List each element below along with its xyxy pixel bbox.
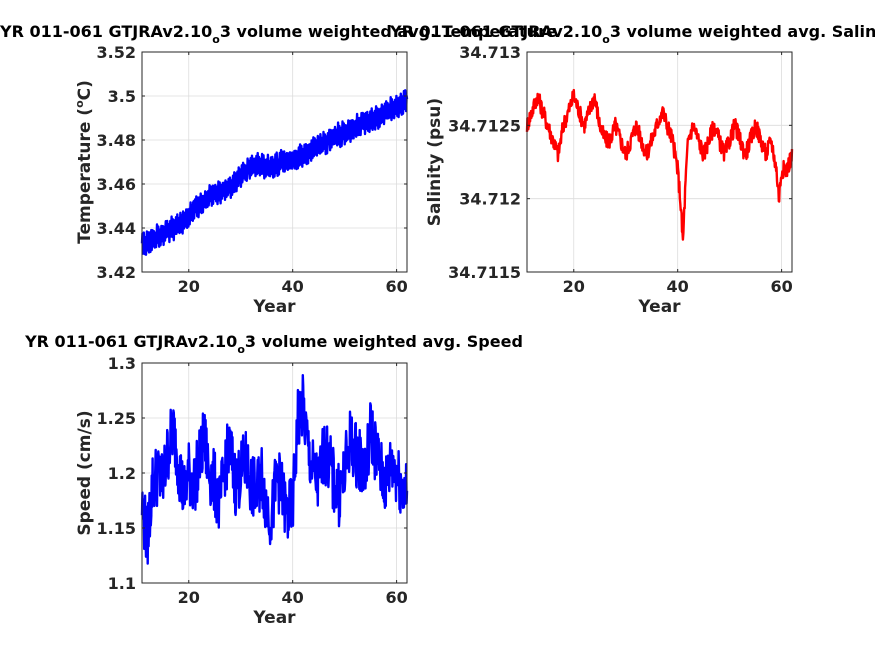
x-tick-label: 40 [282, 277, 304, 296]
plot-frame [141, 51, 408, 273]
series-line [140, 89, 409, 256]
y-tick-label: 3.48 [97, 131, 136, 150]
x-tick-label: 60 [385, 588, 407, 607]
y-tick-label: 34.7125 [448, 116, 521, 135]
chart-title: YR 011-061 GTJRAv2.10o3 volume weighted … [0, 22, 557, 46]
y-tick-label: 34.712 [459, 190, 521, 209]
plot-frame [526, 51, 793, 273]
y-tick-label: 1.15 [97, 519, 136, 538]
speed-chart: 20 40 60 1.1 1.15 1.2 1.25 1.3 Year Speed (cm/s) Y… [24, 332, 523, 628]
y-axis-label: Salinity (psu) [425, 98, 445, 226]
x-tick-label: 40 [282, 588, 304, 607]
y-tick-label: 1.25 [97, 409, 136, 428]
series-line [525, 88, 794, 241]
x-tick-label: 40 [667, 277, 689, 296]
x-axis-label: Year [252, 297, 296, 317]
plot-area [526, 51, 793, 273]
x-tick-label: 20 [178, 588, 200, 607]
y-tick-label: 3.44 [97, 219, 136, 238]
x-axis-label: Year [252, 608, 296, 628]
y-tick-label: 1.3 [108, 354, 136, 373]
y-axis-label: Temperature (oC) [73, 80, 95, 244]
y-tick-label: 34.7115 [448, 263, 521, 282]
chart-title: YR 011-061 GTJRAv2.10o3 volume weighted … [389, 22, 875, 46]
series-line [140, 374, 409, 565]
y-tick-label: 3.5 [108, 87, 136, 106]
temperature-chart: 20 40 60 3.42 3.44 3.46 3.48 3.5 3.52 Year Tempera… [0, 22, 557, 317]
y-tick-label: 3.42 [97, 263, 136, 282]
x-tick-label: 60 [385, 277, 407, 296]
x-tick-label: 20 [178, 277, 200, 296]
y-tick-label: 3.52 [97, 43, 136, 62]
y-tick-label: 1.2 [108, 464, 136, 483]
x-tick-label: 20 [563, 277, 585, 296]
y-tick-label: 3.46 [97, 175, 136, 194]
y-axis-label: Speed (cm/s) [75, 410, 95, 535]
chart-title: YR 011-061 GTJRAv2.10o3 volume weighted … [24, 332, 523, 356]
salinity-chart: 20 40 60 34.7115 34.712 34.7125 34.713 Year Sali… [389, 22, 875, 317]
x-tick-label: 60 [770, 277, 792, 296]
y-tick-label: 1.1 [108, 574, 136, 593]
y-tick-label: 34.713 [459, 43, 521, 62]
x-axis-label: Year [637, 297, 681, 317]
